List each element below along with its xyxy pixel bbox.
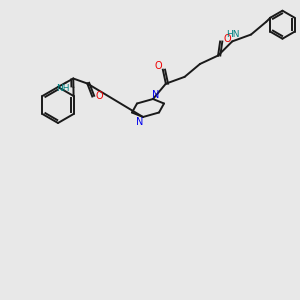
Text: O: O (223, 34, 231, 44)
Text: NH: NH (56, 84, 69, 93)
Text: HN: HN (226, 30, 240, 39)
Text: O: O (95, 91, 103, 100)
Text: O: O (154, 61, 162, 71)
Text: N: N (136, 117, 144, 127)
Text: N: N (152, 90, 160, 100)
